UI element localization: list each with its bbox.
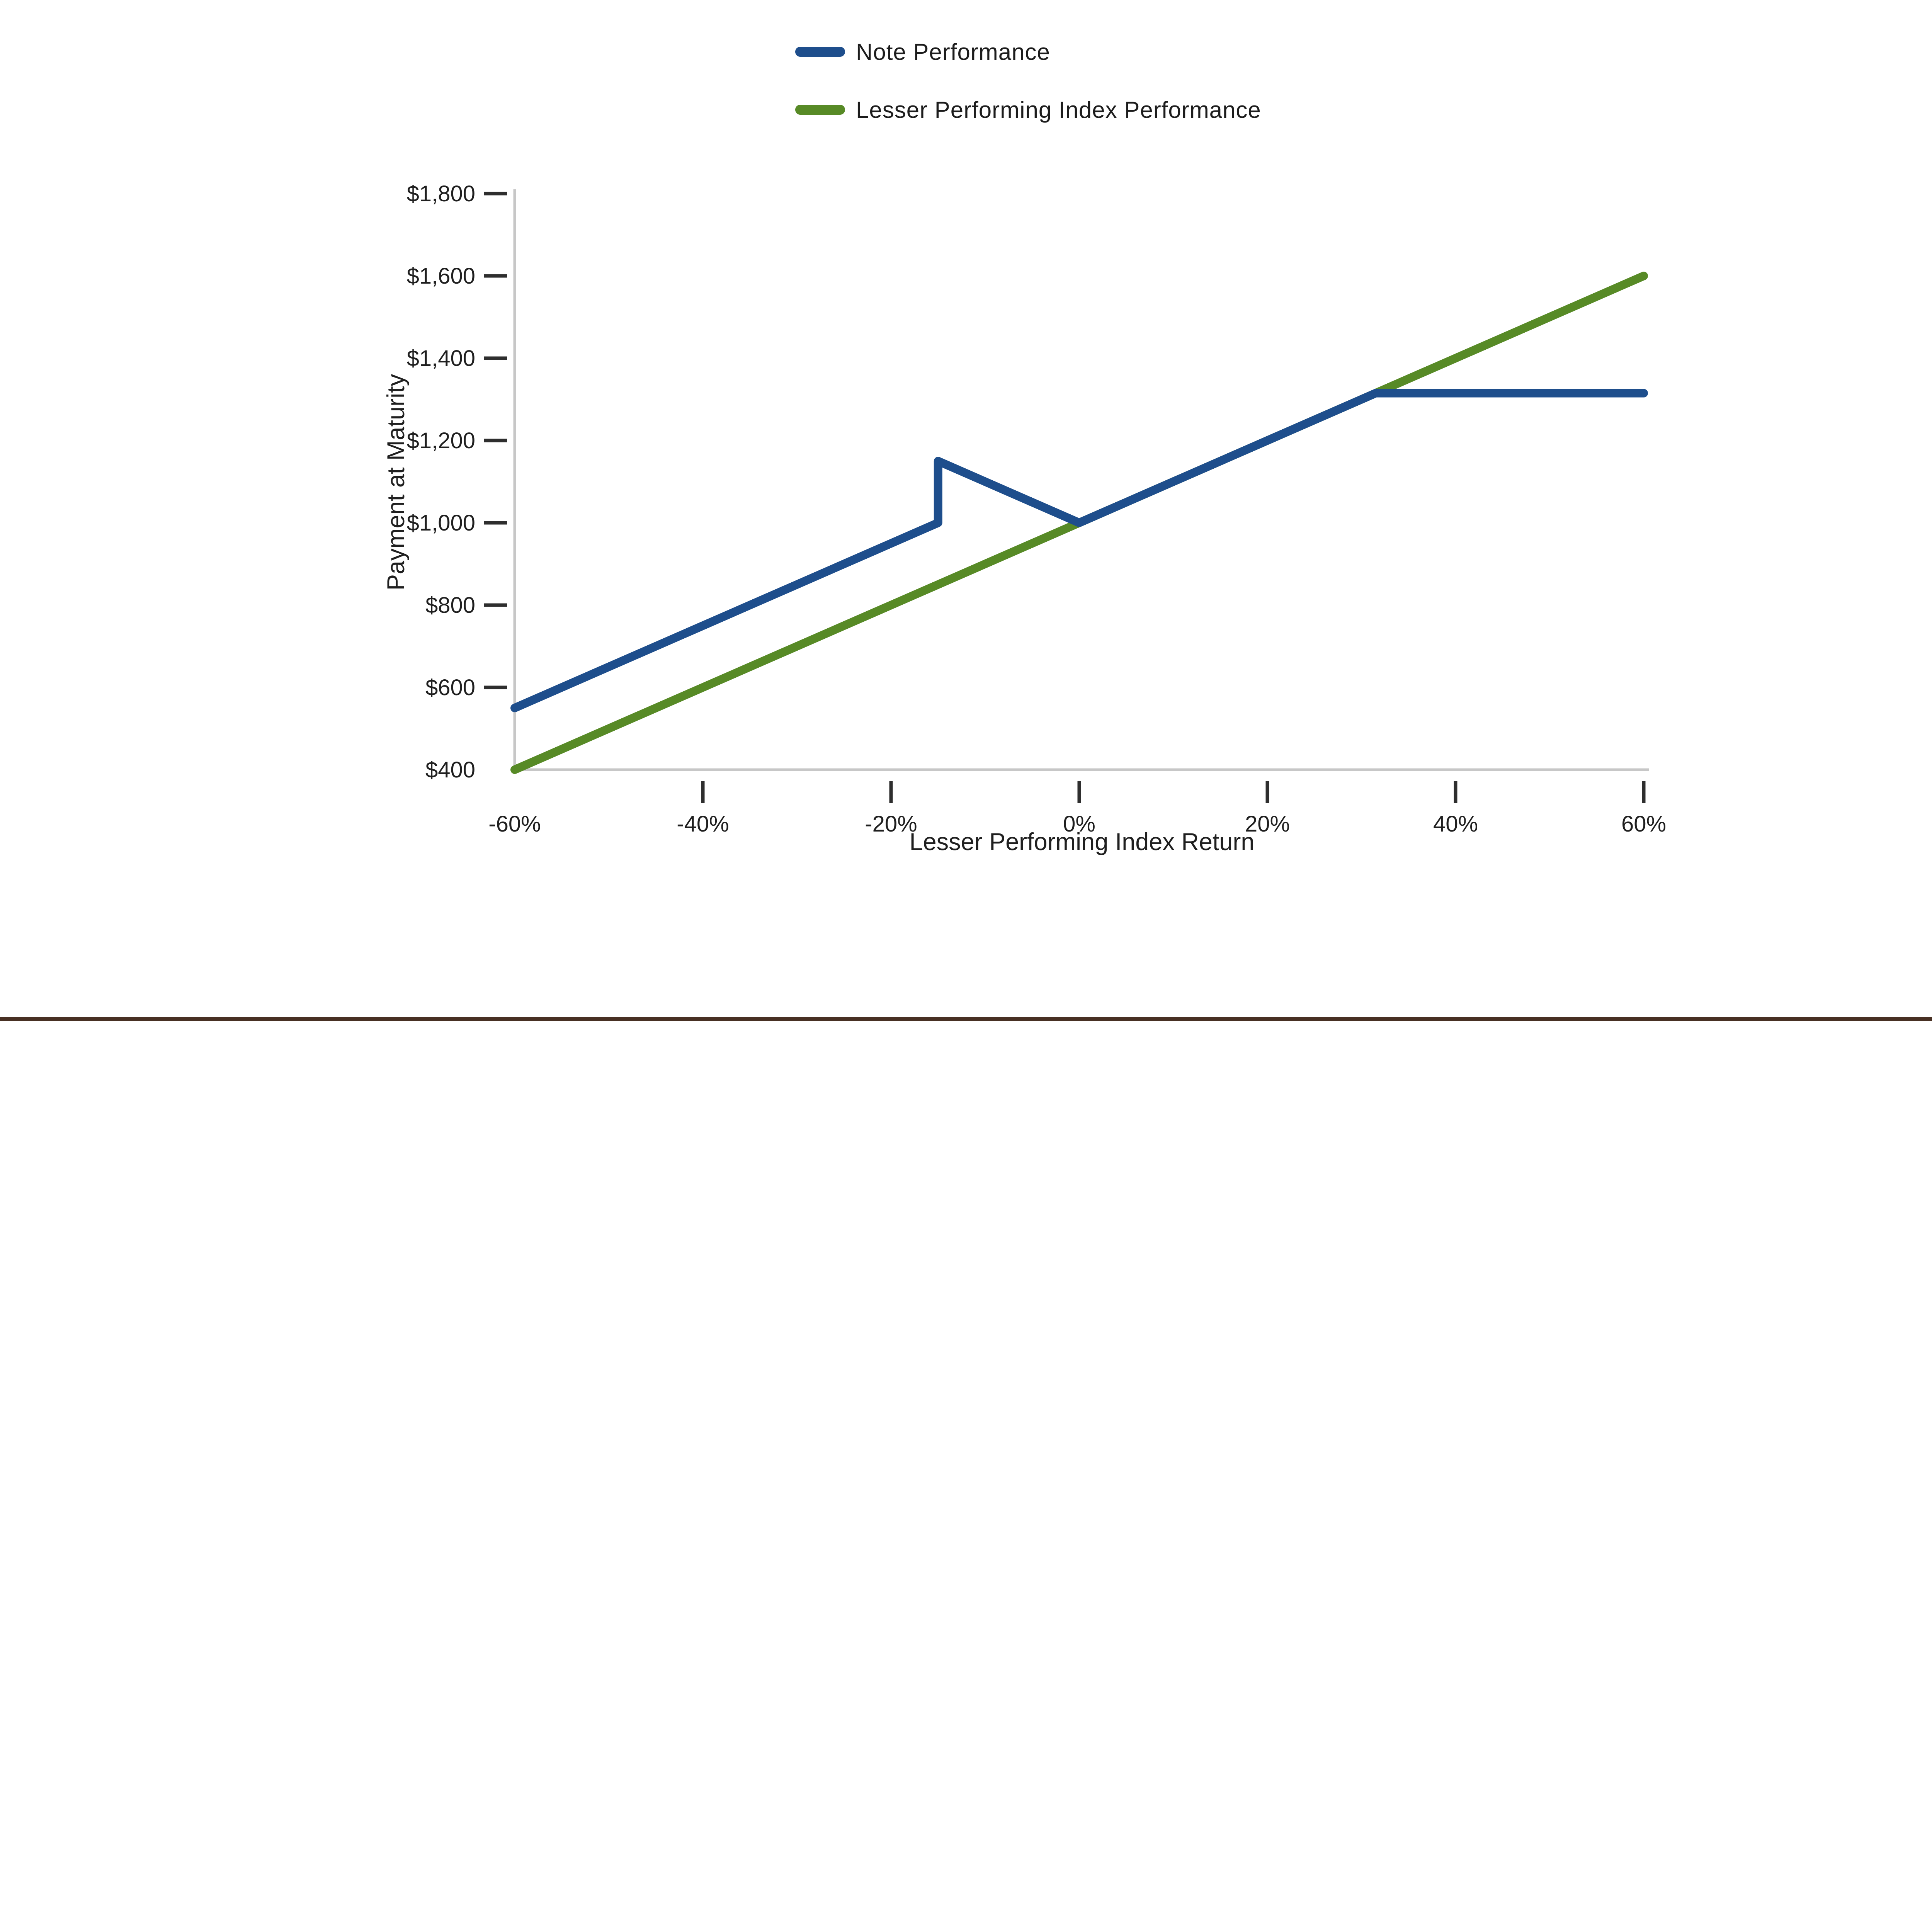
x-tick-label: 0% (1063, 811, 1095, 837)
x-tick-label: 20% (1245, 811, 1290, 837)
legend-label: Note Performance (856, 39, 1050, 65)
legend-item: Lesser Performing Index Performance (795, 94, 1261, 125)
x-tick-label: 60% (1621, 811, 1666, 837)
y-tick-label: $400 (425, 757, 475, 782)
x-tick-label: -60% (488, 811, 541, 837)
legend-label: Lesser Performing Index Performance (856, 97, 1261, 123)
y-tick-label: $1,800 (407, 181, 475, 206)
section-divider (0, 1017, 1932, 1021)
y-tick-label: $800 (425, 593, 475, 618)
chart-legend: Note Performance Lesser Performing Index … (795, 36, 1261, 152)
x-tick-label: -20% (865, 811, 917, 837)
x-tick-label: 40% (1433, 811, 1478, 837)
y-tick-label: $1,400 (407, 346, 475, 371)
series-note-performance (510, 389, 1648, 713)
y-tick-label: $600 (425, 675, 475, 700)
x-tick-label: -40% (677, 811, 729, 837)
x-axis-title: Lesser Performing Index Return (910, 828, 1255, 855)
y-tick-label: $1,200 (407, 428, 475, 453)
y-axis-title: Payment at Maturity (383, 374, 410, 590)
legend-item: Note Performance (795, 36, 1261, 67)
y-tick-label: $1,000 (407, 510, 475, 536)
y-tick-label: $1,600 (407, 264, 475, 289)
legend-swatch-icon (795, 105, 845, 115)
legend-swatch-icon (795, 47, 845, 57)
